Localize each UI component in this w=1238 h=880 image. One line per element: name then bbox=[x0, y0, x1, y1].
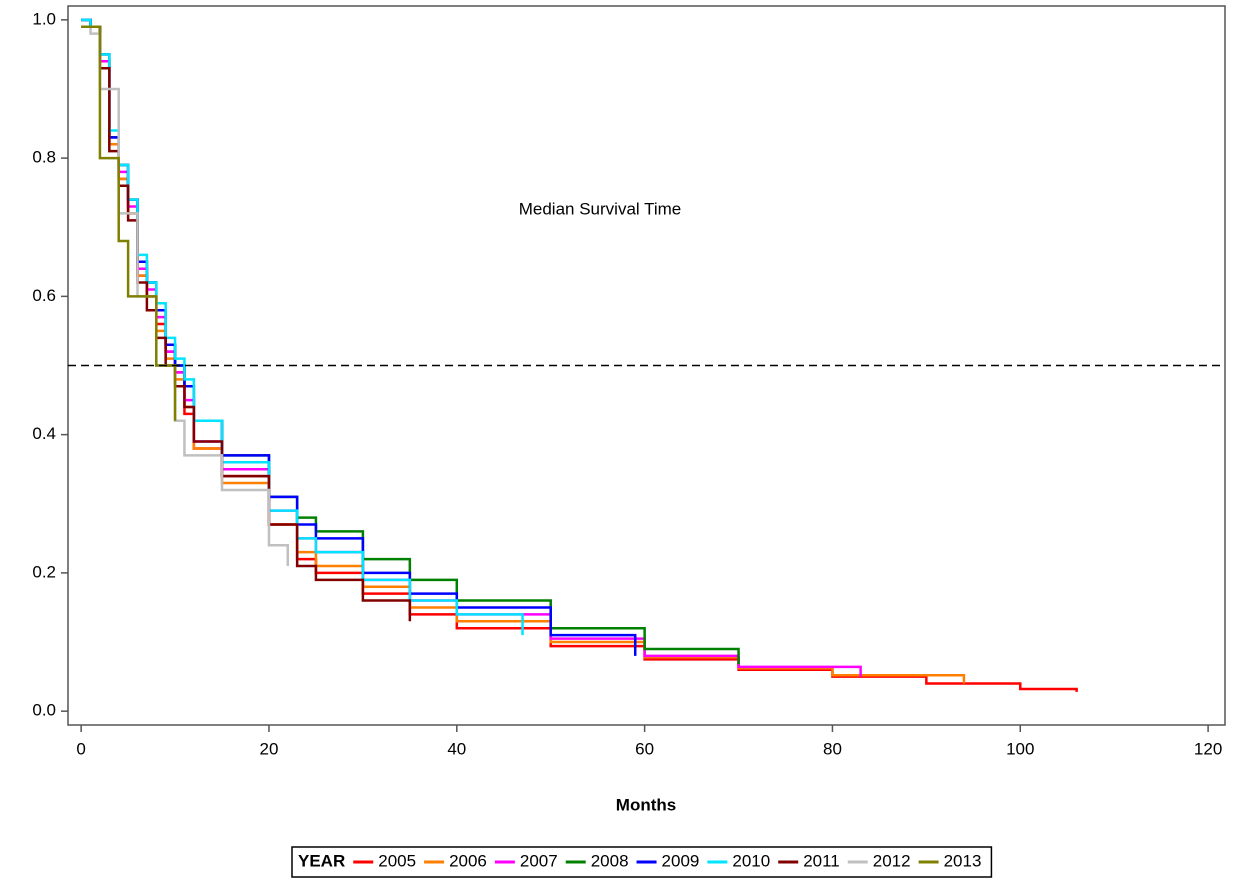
x-axis-label: Months bbox=[616, 795, 676, 814]
survival-curve bbox=[81, 18, 524, 636]
x-tick-label: 100 bbox=[1006, 739, 1034, 758]
x-tick-label: 120 bbox=[1194, 739, 1222, 758]
legend-label: 2010 bbox=[732, 851, 770, 870]
legend: YEAR 2005 2006 2007 2008 2009 2010 2011 2012 2013 bbox=[291, 846, 993, 878]
survival-curve bbox=[81, 18, 862, 677]
x-tick-label: 80 bbox=[823, 739, 842, 758]
y-tick-label: 0.4 bbox=[32, 424, 56, 443]
x-tick-label: 60 bbox=[635, 739, 654, 758]
x-tick-label: 40 bbox=[447, 739, 466, 758]
survival-curve bbox=[81, 18, 1078, 692]
legend-label: 2006 bbox=[449, 851, 487, 870]
survival-curve bbox=[81, 18, 740, 665]
y-tick-label: 0.0 bbox=[32, 701, 56, 720]
legend-label: 2005 bbox=[378, 851, 416, 870]
x-tick-label: 0 bbox=[76, 739, 85, 758]
annotation: Median Survival Time bbox=[519, 199, 682, 218]
survival-curve bbox=[81, 18, 966, 684]
y-tick-label: 1.0 bbox=[32, 9, 56, 28]
legend-label: 2009 bbox=[662, 851, 700, 870]
legend-label: 2011 bbox=[803, 851, 840, 870]
y-tick-label: 0.8 bbox=[32, 148, 56, 167]
x-tick-label: 20 bbox=[260, 739, 279, 758]
y-tick-label: 0.2 bbox=[32, 562, 56, 581]
survival-curve bbox=[81, 25, 177, 421]
legend-label: 2008 bbox=[591, 851, 629, 870]
legend-label: 2013 bbox=[944, 851, 982, 870]
legend-label: 2012 bbox=[873, 851, 911, 870]
legend-title: YEAR bbox=[298, 851, 345, 870]
survival-curve bbox=[81, 25, 290, 566]
legend-label: 2007 bbox=[520, 851, 558, 870]
y-tick-label: 0.6 bbox=[32, 286, 56, 305]
